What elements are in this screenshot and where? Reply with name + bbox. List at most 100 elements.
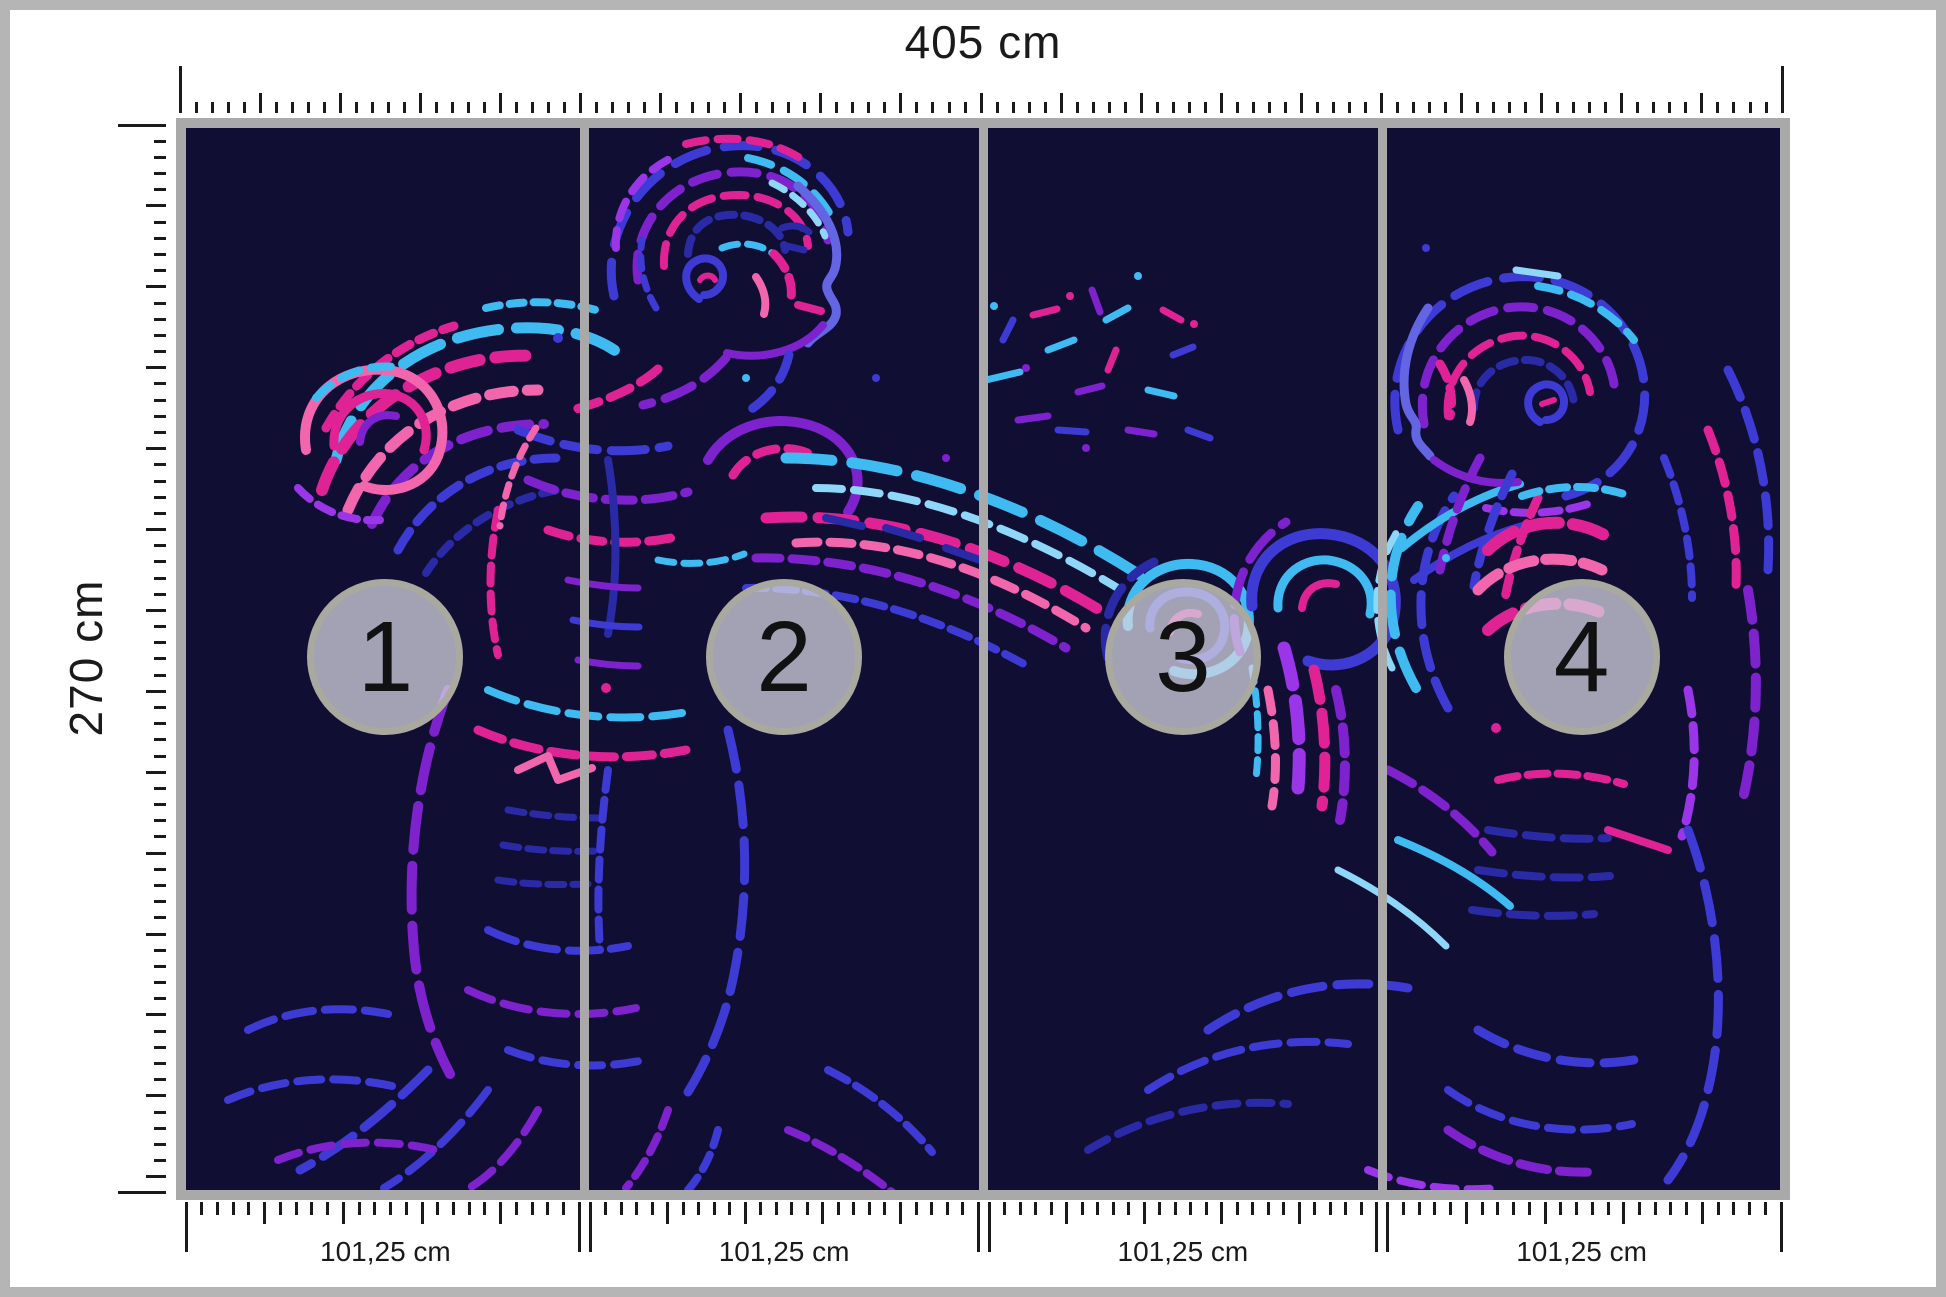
ruler-tick <box>389 1202 392 1215</box>
ruler-tick <box>604 1202 608 1215</box>
ruler-tick <box>146 204 166 208</box>
ruler-tick <box>1527 1202 1531 1215</box>
ruler-tick <box>1204 1202 1208 1215</box>
ruler-tick <box>1127 1202 1131 1215</box>
ruler-tick <box>1464 1202 1468 1224</box>
ruler-tick <box>1003 1202 1006 1215</box>
ruler-tick <box>588 1202 592 1252</box>
ruler-tick <box>146 851 166 855</box>
ruler-tick <box>154 333 166 337</box>
ruler-tick <box>154 625 166 629</box>
ruler-tick <box>1428 102 1432 113</box>
ruler-tick <box>1049 1202 1053 1215</box>
ruler-tick <box>436 1202 440 1215</box>
ruler-tick <box>154 350 166 353</box>
ruler-tick <box>1142 1202 1146 1224</box>
ruler-tick <box>1027 102 1031 113</box>
ruler-tick <box>659 93 663 113</box>
ruler-tick <box>961 1202 964 1215</box>
ruler-tick <box>341 1202 345 1224</box>
ruler-tick <box>154 479 166 483</box>
ruler-tick <box>681 1202 685 1215</box>
ruler-tick <box>146 1175 166 1179</box>
ruler-tick <box>146 770 166 774</box>
ruler-tick <box>530 1202 534 1215</box>
ruler-tick <box>1417 1202 1421 1215</box>
ruler-tick <box>1492 102 1496 113</box>
ruler-tick <box>1203 102 1207 113</box>
ruler-tick <box>370 102 374 113</box>
ruler-tick <box>1572 102 1576 113</box>
ruler-tick <box>216 1202 219 1215</box>
ruler-tick <box>1283 102 1287 113</box>
ruler-tick <box>1716 102 1720 113</box>
ruler-tick <box>1189 1202 1193 1215</box>
ruler-tick <box>1556 102 1560 113</box>
ruler-tick <box>883 1202 887 1215</box>
ruler-tick <box>154 544 166 548</box>
ruler-tick <box>1348 102 1351 113</box>
ruler-tick <box>154 1110 166 1114</box>
ruler-tick <box>154 1142 166 1146</box>
ruler-tick <box>402 102 406 113</box>
ruler-tick <box>1364 102 1367 113</box>
ruler-tick <box>915 102 919 113</box>
ruler-tick <box>154 884 166 887</box>
ruler-tick <box>650 1202 654 1215</box>
ruler-tick <box>154 786 166 790</box>
ruler-tick <box>154 301 166 305</box>
ruler-tick <box>154 188 166 192</box>
ruler-tick <box>1187 102 1191 113</box>
ruler-tick <box>499 1202 503 1224</box>
total-height-label: 270 cm <box>60 579 112 737</box>
ruler-tick <box>210 102 214 113</box>
ruler-tick <box>146 608 166 612</box>
ruler-tick <box>562 1202 565 1215</box>
ruler-tick <box>451 1202 455 1215</box>
ruler-tick <box>1748 1202 1751 1215</box>
ruler-tick <box>146 447 166 451</box>
panel-number-badge: 2 <box>706 579 863 735</box>
ruler-tick <box>743 1202 747 1224</box>
ruler-tick <box>338 93 342 113</box>
ruler-tick <box>1091 102 1095 113</box>
ruler-tick <box>987 1202 991 1252</box>
ruler-tick <box>154 1045 166 1049</box>
ruler-tick <box>118 1191 166 1195</box>
ruler-tick <box>547 102 550 113</box>
ruler-tick <box>619 1202 623 1215</box>
ruler-tick <box>1173 1202 1177 1215</box>
ruler-tick <box>154 673 166 677</box>
ruler-tick <box>675 102 679 113</box>
ruler-tick <box>1266 1202 1270 1215</box>
ruler-tick <box>154 414 166 418</box>
ruler-tick <box>790 1202 794 1215</box>
ruler-tick <box>154 1061 166 1065</box>
ruler-tick <box>1653 1202 1657 1215</box>
ruler-tick <box>1171 102 1175 113</box>
ruler-tick <box>1732 1202 1736 1215</box>
ruler-tick <box>976 1202 980 1252</box>
ruler-tick <box>1559 1202 1563 1215</box>
ruler-tick <box>691 102 695 113</box>
boxers-neon-artwork <box>224 134 1774 1190</box>
ruler-tick <box>294 1202 298 1215</box>
ruler-tick <box>146 528 166 531</box>
ruler-tick <box>154 139 166 143</box>
ruler-tick <box>154 867 166 871</box>
ruler-tick <box>154 835 166 839</box>
ruler-tick <box>819 93 823 113</box>
ruler-tick <box>1433 1202 1437 1215</box>
ruler-tick <box>774 1202 778 1215</box>
ruler-tick <box>146 285 166 289</box>
ruler-tick <box>326 1202 330 1215</box>
ruler-tick <box>945 1202 949 1215</box>
ruler-tick <box>200 1202 204 1215</box>
ruler-tick <box>154 560 166 564</box>
ruler-tick <box>146 1013 166 1017</box>
ruler-tick <box>1460 93 1464 113</box>
ruler-tick <box>1700 1202 1704 1224</box>
ruler-tick <box>1588 102 1592 113</box>
ruler-tick <box>146 366 166 370</box>
